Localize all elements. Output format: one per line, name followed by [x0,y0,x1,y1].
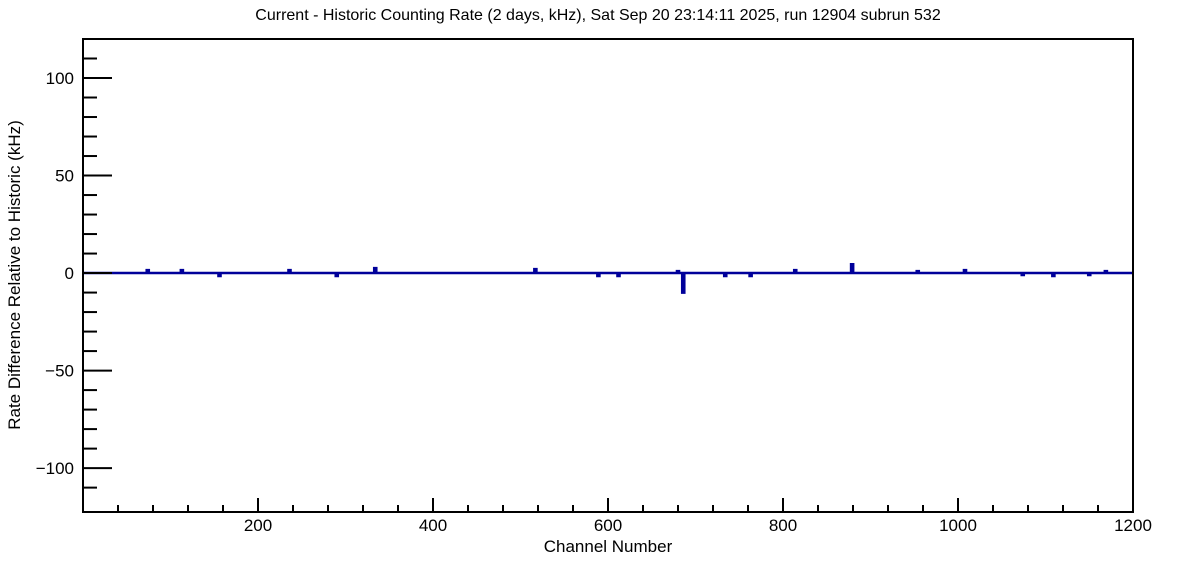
y-tick-label: −50 [45,362,74,381]
x-tick-label: 1200 [1114,516,1152,535]
y-tick-label: 50 [55,167,74,186]
x-tick-label: 1000 [939,516,977,535]
x-tick-label: 400 [419,516,447,535]
x-axis-title: Channel Number [543,537,673,556]
data-line [83,263,1133,294]
x-tick-label: 800 [769,516,797,535]
x-tick-label: 600 [594,516,622,535]
x-tick-label: 200 [244,516,272,535]
y-tick-label: −100 [36,459,74,478]
y-tick-label: 0 [65,264,74,283]
chart-title: Current - Historic Counting Rate (2 days… [255,7,941,24]
plot-frame [82,38,1134,513]
y-tick-label: 100 [46,69,74,88]
